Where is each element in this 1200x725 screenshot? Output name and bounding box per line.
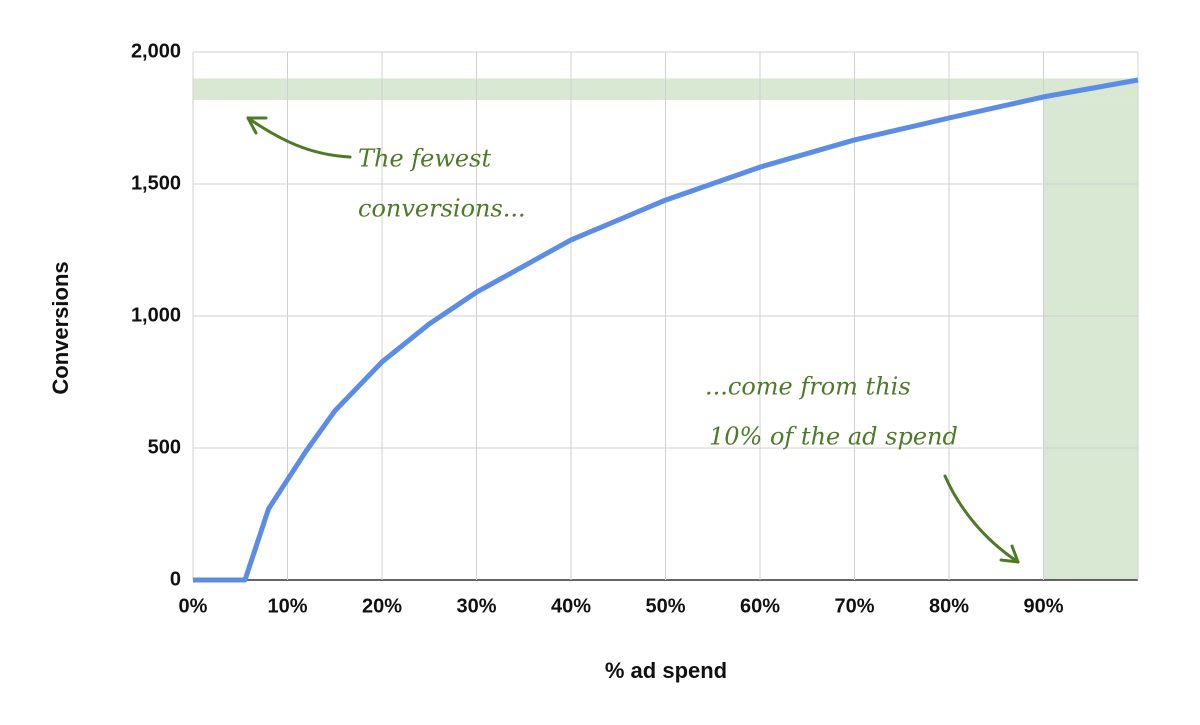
x-tick-label: 40% [551,595,591,617]
mark-layer [193,77,1139,583]
grid-layer [192,51,1139,581]
x-tick-label: 70% [834,595,874,617]
annotation: The fewest [358,145,491,173]
arrow-head [246,116,268,135]
x-tick-label: 30% [456,595,496,617]
x-tick-label: 90% [1023,595,1063,617]
y-tick-label: 500 [148,436,181,458]
arrow-head [999,544,1020,564]
y-tick-label: 1,500 [131,172,181,194]
x-axis-title: % ad spend [605,658,727,683]
x-tick-label: 50% [645,595,685,617]
x-tick-label: 60% [740,595,780,617]
annotation: conversions... [358,195,526,223]
arrow [246,116,352,159]
y-axis-title: Conversions [48,261,73,394]
highlight-layer [193,78,1138,580]
arrow [943,474,1020,564]
annotation: ...come from this [705,373,911,401]
arrows [246,116,1020,564]
x-tick-label: 80% [929,595,969,617]
highlight-band [1043,100,1138,580]
x-tick-label: 10% [267,595,307,617]
y-tick-label: 2,000 [131,40,181,62]
x-tick-label: 20% [362,595,402,617]
x-tick-label: 0% [179,595,208,617]
y-tick-label: 1,000 [131,304,181,326]
y-tick-label: 0 [170,568,181,590]
data-line [193,77,1139,583]
annotation: 10% of the ad spend [709,423,958,451]
